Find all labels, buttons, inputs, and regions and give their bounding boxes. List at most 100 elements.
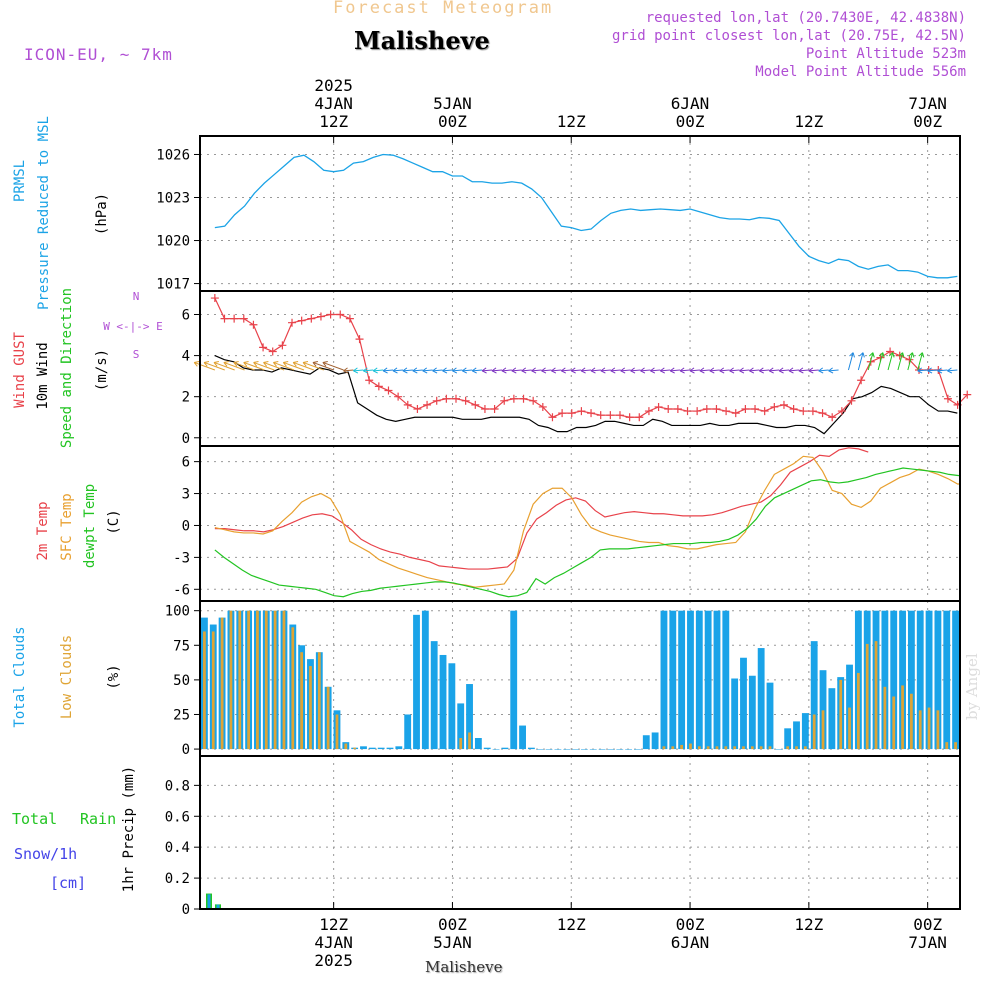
wind-arrow-head xyxy=(778,367,784,374)
wind-arrow-head xyxy=(888,352,895,358)
bar-total-clouds xyxy=(748,675,756,750)
wind-arrow-head xyxy=(243,361,249,367)
wind-direction-arrow xyxy=(283,361,305,371)
wind-direction-arrow xyxy=(689,369,700,372)
wind-arrow-head xyxy=(382,367,388,374)
wind-direction-arrow xyxy=(759,369,770,372)
wind-arrow-head xyxy=(600,367,606,374)
time-label-bottom: 2025 xyxy=(314,951,353,970)
y-tick-label: 0.8 xyxy=(165,778,190,794)
gust-marker xyxy=(828,413,837,422)
wind-direction-arrow xyxy=(660,369,671,372)
gust-marker xyxy=(509,394,518,403)
wind-arrow-head xyxy=(749,367,755,374)
gust-marker xyxy=(587,409,596,418)
wind-direction-arrow xyxy=(590,369,601,372)
bar-total-clouds xyxy=(563,749,571,750)
wind-arrow-head xyxy=(689,367,695,374)
bar-low-clouds xyxy=(918,710,922,750)
wind-arrow-head xyxy=(223,361,229,367)
bar-low-clouds xyxy=(291,627,295,750)
bar-low-clouds xyxy=(680,744,683,750)
bar-low-clouds xyxy=(229,610,233,750)
wind-direction-arrow xyxy=(353,369,364,372)
gust-marker xyxy=(548,413,557,422)
wind-direction-arrow xyxy=(630,369,641,372)
wind-arrow-head xyxy=(362,367,369,374)
series-line-2m-temp xyxy=(214,447,869,570)
label-precip-unit: 1hr Precip (mm) xyxy=(121,766,137,892)
wind-direction-arrow xyxy=(432,369,443,372)
wind-arrow-head xyxy=(302,361,309,367)
gust-marker xyxy=(278,341,287,350)
bar-low-clouds xyxy=(786,746,790,750)
bar-low-clouds xyxy=(273,610,277,750)
bar-total-clouds xyxy=(510,610,518,750)
gust-marker xyxy=(500,396,509,405)
wind-direction-arrow xyxy=(917,352,923,371)
wind-arrow-head xyxy=(491,367,497,374)
y-tick-label: -3 xyxy=(173,550,190,566)
gust-marker xyxy=(355,335,364,344)
label-10m-wind: 10m Wind xyxy=(35,342,51,409)
y-tick-label: 100 xyxy=(165,604,190,620)
wind-direction-arrow xyxy=(541,369,552,372)
series-line-prmsl xyxy=(214,153,958,279)
compass-south: S xyxy=(133,348,140,361)
gust-marker xyxy=(326,310,335,319)
bar-low-clouds xyxy=(742,746,745,750)
bar-low-clouds xyxy=(724,746,728,750)
legend-snow-unit: [cm] xyxy=(50,874,86,892)
bar-low-clouds xyxy=(697,746,701,750)
time-label-bottom: 4JAN xyxy=(314,933,353,952)
compass-north: N xyxy=(133,290,140,303)
gust-marker xyxy=(432,396,441,405)
gust-marker xyxy=(259,343,268,352)
wind-arrow-head xyxy=(768,367,774,374)
wind-direction-arrow xyxy=(887,352,894,371)
bar-total-clouds xyxy=(899,610,906,750)
gust-marker xyxy=(230,314,239,323)
bar-low-clouds xyxy=(927,707,931,750)
gust-marker xyxy=(779,400,788,409)
wind-arrow-head xyxy=(640,367,646,374)
requested-coords: requested lon,lat (20.7430E, 42.4838N) xyxy=(645,10,966,26)
wind-direction-arrow xyxy=(462,369,473,372)
bar-total-clouds xyxy=(527,747,535,750)
bar-total-clouds xyxy=(731,678,739,750)
bar-total-clouds xyxy=(634,749,641,750)
bar-low-clouds xyxy=(309,666,312,750)
gust-marker xyxy=(886,347,895,356)
wind-direction-arrow xyxy=(749,369,760,372)
gust-marker xyxy=(654,402,663,411)
gust-marker xyxy=(374,382,383,391)
wind-direction-arrow xyxy=(808,369,819,372)
bar-low-clouds xyxy=(317,652,321,750)
y-tick-label: 4 xyxy=(182,349,190,365)
wind-arrow-head xyxy=(818,367,824,374)
time-label-top: 4JAN xyxy=(314,94,353,113)
model-name: ICON-EU, ~ 7km xyxy=(24,45,173,64)
bar-low-clouds xyxy=(344,743,348,750)
series-line-dewpt-temp xyxy=(214,467,960,598)
wind-arrow-head xyxy=(610,367,616,374)
bar-total-clouds xyxy=(713,610,721,750)
bar-total-clouds xyxy=(598,749,606,750)
wind-arrow-head xyxy=(878,352,885,358)
bar-low-clouds xyxy=(689,743,692,750)
wind-arrow-head xyxy=(590,367,596,374)
bar-low-clouds xyxy=(848,707,851,750)
wind-arrow-head xyxy=(580,367,586,374)
wind-direction-arrow xyxy=(203,361,225,371)
wind-direction-arrow xyxy=(452,369,463,372)
time-label-bottom: 12Z xyxy=(557,915,586,934)
wind-arrow-head xyxy=(392,367,398,374)
panel-frame xyxy=(199,600,961,757)
wind-arrow-head xyxy=(758,367,765,374)
wind-arrow-head xyxy=(937,367,943,374)
y-tick-label: 0 xyxy=(182,902,190,918)
wind-arrow-head xyxy=(322,361,328,367)
wind-arrow-head xyxy=(422,367,428,374)
wind-direction-arrow xyxy=(194,361,216,371)
wind-arrow-head xyxy=(402,367,408,374)
